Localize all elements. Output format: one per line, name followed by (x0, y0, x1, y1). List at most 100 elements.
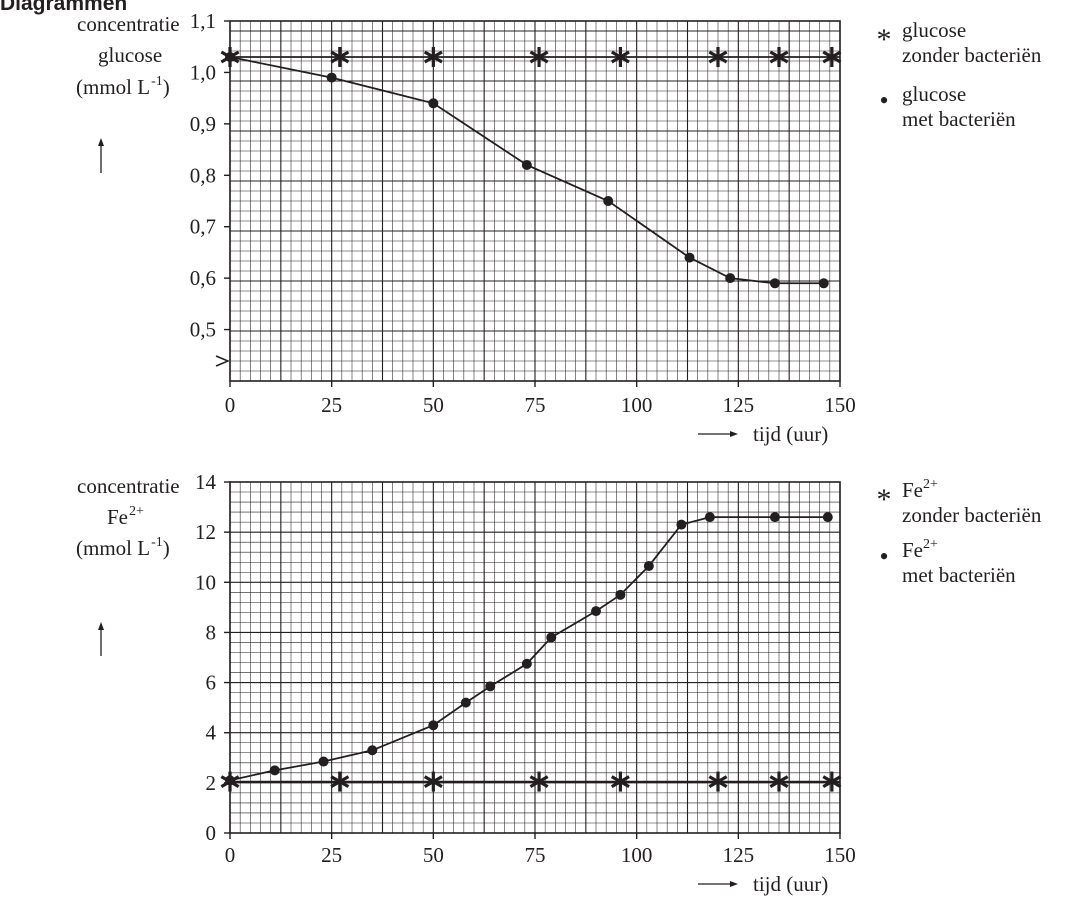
y-tick-label: 4 (206, 721, 217, 745)
data-point-dot (769, 512, 780, 523)
x-axis-arrow-head (730, 881, 738, 887)
asterisk-stroke (423, 775, 443, 788)
series-asterisk (220, 771, 842, 792)
y-tick-label: 10 (195, 570, 216, 594)
data-point-dot (326, 72, 337, 83)
axis-break-mask (216, 352, 229, 370)
y-axis-label-part: concentratie (77, 474, 180, 498)
y-tick-label: 0,7 (190, 215, 216, 239)
legend-marker-asterisk: * (877, 23, 892, 56)
asterisk-stroke (708, 775, 728, 788)
y-axis-label: (mmol L-1) (76, 74, 170, 99)
asterisk-stroke (822, 775, 842, 788)
data-point-dot (485, 681, 496, 692)
x-tick-label: 150 (824, 843, 856, 867)
data-point-asterisk (330, 771, 350, 792)
page-heading: Diagrammen (0, 0, 127, 15)
y-tick-label: 2 (206, 771, 217, 795)
y-axis-label-part: (mmol L (76, 75, 150, 99)
x-tick-label: 100 (621, 393, 653, 417)
legend-label: glucose (902, 82, 966, 106)
y-axis-label-part: concentratie (77, 12, 180, 36)
legend-label: met bacteriën (902, 107, 1016, 131)
data-point-asterisk (423, 47, 443, 67)
axis-break-mark (215, 355, 230, 367)
data-point-dot (676, 519, 687, 530)
legend-label-part: 2+ (923, 537, 938, 552)
data-point-dot (546, 632, 557, 643)
data-point-dot (818, 278, 829, 289)
data-point-asterisk (610, 47, 630, 67)
legend-marker-dot: • (879, 542, 888, 571)
x-tick-label: 75 (525, 393, 546, 417)
data-point-dot (643, 560, 654, 571)
asterisk-stroke (769, 50, 789, 64)
y-axis-label-part: -1 (151, 74, 163, 89)
y-axis-label-part: Fe (107, 505, 128, 529)
data-point-dot (460, 697, 471, 708)
data-point-dot (318, 756, 329, 767)
asterisk-stroke (529, 50, 549, 64)
x-axis-arrow-head (730, 431, 738, 437)
data-point-dot (269, 765, 280, 776)
asterisk-stroke (769, 775, 789, 788)
chart-1: 0 25 50 75 100 125 150 0,5 0,6 0,7 0,8 0,9 1,0 1,1 con… (76, 9, 1042, 446)
y-axis-arrow-head (98, 138, 104, 146)
x-axis-label: tijd (uur) (753, 422, 828, 446)
data-point-dot (615, 589, 626, 600)
y-tick-label: 0,9 (190, 112, 216, 136)
data-point-dot (521, 658, 532, 669)
data-point-dot (225, 52, 235, 62)
data-point-asterisk (769, 47, 789, 67)
x-tick-label: 0 (225, 843, 236, 867)
legend-label: glucose (902, 18, 966, 42)
x-tick-label: 150 (824, 393, 856, 417)
data-point-dot (725, 273, 736, 284)
y-tick-label: 8 (206, 620, 217, 644)
y-tick-label: 14 (195, 470, 217, 494)
data-point-dot (684, 252, 695, 263)
data-point-asterisk (822, 47, 842, 67)
x-tick-label: 25 (321, 843, 342, 867)
x-tick-label: 125 (723, 393, 755, 417)
asterisk-stroke (529, 775, 549, 788)
y-axis-arrow-head (98, 622, 104, 630)
asterisk-stroke (708, 50, 728, 64)
data-point-dot (428, 98, 439, 109)
asterisk-stroke (822, 50, 842, 64)
data-point-dot (591, 606, 601, 617)
data-point-asterisk (529, 47, 549, 67)
legend-label: zonder bacteriën (902, 503, 1042, 527)
legend-label-part: Fe (902, 478, 923, 502)
data-point-dot (367, 745, 378, 756)
y-tick-label: 1,1 (190, 9, 216, 33)
legend-label: Fe2+ (902, 477, 938, 502)
asterisk-stroke (330, 775, 350, 788)
y-axis-label-part: ) (163, 75, 170, 99)
legend-label: Fe2+ (902, 537, 938, 562)
series-asterisk (220, 47, 842, 67)
legend-entry: * Fe2+zonder bacteriën (877, 477, 1042, 527)
asterisk-stroke (330, 50, 350, 64)
y-axis-label: glucose (98, 43, 162, 67)
y-axis-label: Fe2+ (107, 504, 144, 529)
series-line (229, 516, 828, 782)
y-tick-label: 12 (195, 520, 216, 544)
asterisk-stroke (423, 50, 443, 64)
y-axis-label-part: 2+ (129, 504, 144, 519)
data-point-dot (822, 512, 833, 523)
x-tick-label: 125 (723, 843, 755, 867)
data-point-dot (603, 196, 614, 206)
y-axis-label: concentratie (77, 12, 180, 36)
y-axis-label-part: ) (163, 536, 170, 560)
data-point-asterisk (423, 771, 443, 792)
series-dot (225, 52, 829, 289)
chart-2: 0 25 50 75 100 125 150 0 2 4 6 8 10 12 14 concentratie F… (76, 470, 1042, 896)
legend-label: zonder bacteriën (902, 43, 1042, 67)
y-axis-label-part: (mmol L (76, 536, 150, 560)
y-axis-label: concentratie (77, 474, 180, 498)
y-tick-label: 0,6 (190, 266, 216, 290)
